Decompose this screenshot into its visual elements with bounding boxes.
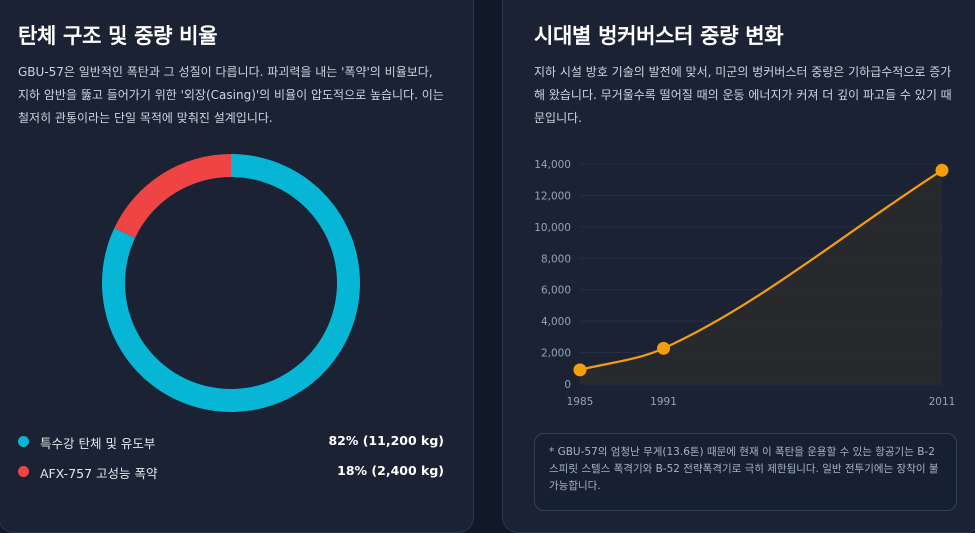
ratio-card-description: GBU-57은 일반적인 폭탄과 그 성질이 다릅니다. 파괴력을 내는 '폭약… [18,65,444,125]
y-tick-label: 4,000 [541,316,571,328]
y-tick-label: 2,000 [541,348,571,360]
history-card-title: 시대별 벙커버스터 중량 변화 [534,24,784,48]
legend-swatch-explosive [18,466,29,477]
legend-item-explosive: AFX-757 고성능 폭약 18% (2,400 kg) [18,462,444,482]
legend-swatch-steel [18,436,29,447]
x-tick-label: 1991 [650,396,677,408]
donut-slice-explosive [114,154,231,238]
y-tick-label: 10,000 [534,222,571,234]
y-tick-label: 0 [564,379,571,391]
legend-label-steel: 특수강 탄체 및 유도부 [40,436,156,451]
data-point [657,341,671,355]
y-tick-label: 14,000 [534,159,571,171]
ratio-card-title: 탄체 구조 및 중량 비율 [18,24,218,48]
legend-value-steel: 82% (11,200 kg) [328,433,444,448]
y-tick-label: 12,000 [534,190,571,202]
weight-series-line [579,169,943,371]
legend-item-steel: 특수강 탄체 및 유도부 82% (11,200 kg) [18,432,444,452]
x-tick-label: 1985 [567,396,594,408]
y-tick-label: 6,000 [541,285,571,297]
y-tick-label: 8,000 [541,253,571,265]
x-tick-label: 2011 [929,396,956,408]
data-point [935,163,949,177]
history-card-description: 지하 시설 방호 기술의 발전에 맞서, 미군의 벙커버스터 중량은 기하급수적… [534,65,952,125]
legend-value-explosive: 18% (2,400 kg) [337,463,444,478]
donut-chart [102,154,361,412]
legend-label-explosive: AFX-757 고성능 폭약 [40,466,158,481]
footnote-box: * GBU-57의 엄청난 무게(13.6톤) 때문에 현재 이 폭탄을 운용할… [534,433,957,511]
weight-ratio-card [0,0,474,533]
weight-line-chart: 0 2,000 4,000 6,000 8,000 10,000 12,000 14,000 1… [534,159,956,408]
data-point [573,363,587,377]
line-area-fill [580,170,942,384]
footnote-text: * GBU-57의 엄청난 무게(13.6톤) 때문에 현재 이 폭탄을 운용할… [549,446,939,492]
